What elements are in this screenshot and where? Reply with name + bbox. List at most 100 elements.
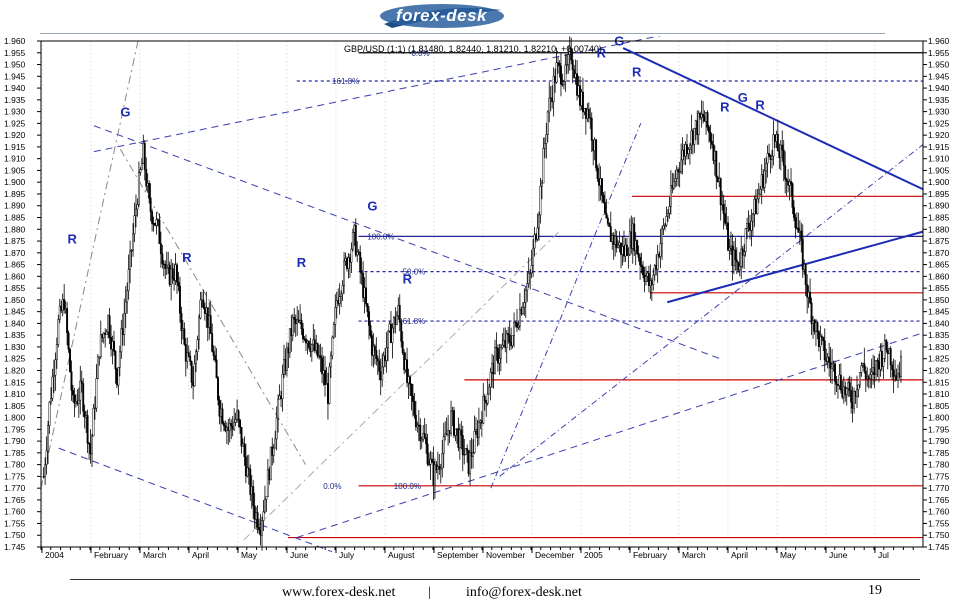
candle-body [382, 355, 385, 368]
candle-body [880, 350, 883, 367]
footer-email-link[interactable]: info@forex-desk.net [466, 585, 582, 600]
candle-body [139, 169, 142, 173]
candle-body [394, 317, 397, 325]
y-tick-label-right: 1.950 [928, 60, 950, 70]
x-tick-label: September [437, 550, 479, 560]
candle-body [732, 249, 735, 266]
candle-body [277, 398, 280, 419]
y-tick-label-left: 1.860 [4, 271, 26, 281]
x-tick-label: March [682, 550, 706, 560]
candle-body [643, 274, 646, 282]
candle-body [536, 227, 539, 240]
y-tick-label-right: 1.750 [928, 530, 950, 540]
candle-body [143, 142, 146, 170]
candle-body [74, 401, 77, 404]
candle-body [668, 206, 671, 214]
candle-body [599, 178, 602, 186]
candle-body [721, 204, 724, 206]
pattern-label: G [120, 104, 130, 119]
candle-body [152, 223, 155, 225]
candle-body [133, 215, 136, 235]
candle-body [532, 247, 535, 266]
candle-body [335, 300, 338, 308]
y-tick-label-left: 1.800 [4, 413, 26, 423]
candle-body [518, 308, 521, 327]
candle-body [513, 322, 516, 336]
candle-body [203, 307, 206, 314]
candle-body [63, 299, 66, 311]
y-tick-label-right: 1.880 [928, 224, 950, 234]
candle-body [861, 363, 864, 367]
x-tick-label: August [388, 550, 415, 560]
candle-body [450, 410, 452, 434]
candle-body [206, 307, 209, 328]
candle-body [514, 322, 517, 324]
candle-body [797, 227, 800, 233]
candle-body [237, 410, 240, 421]
candle-body [517, 325, 520, 328]
candle-body [73, 394, 76, 404]
y-tick-label-right: 1.805 [928, 401, 950, 411]
x-tick-label: 2005 [584, 550, 603, 560]
candle-body [348, 257, 351, 263]
candle-body [595, 139, 598, 169]
y-tick-label-left: 1.865 [4, 260, 26, 270]
candle-body [645, 276, 647, 282]
candle-body [338, 296, 341, 304]
candle-body [841, 389, 844, 398]
y-tick-label-left: 1.775 [4, 471, 26, 481]
candle-body [847, 382, 850, 389]
candle-body [669, 185, 672, 207]
candle-body [854, 391, 857, 397]
candle-body [406, 359, 409, 384]
candle-body [571, 59, 574, 71]
x-axis: 2004 February March April May June July August S… [40, 547, 914, 560]
candle-body [760, 174, 763, 190]
candle-body [510, 342, 513, 347]
y-tick-label-right: 1.960 [928, 36, 950, 46]
candle-body [357, 251, 360, 253]
candle-body [407, 376, 410, 384]
footer-website-link[interactable]: www.forex-desk.net [282, 585, 396, 600]
fib-label: 161.8% [332, 77, 359, 86]
candle-body [684, 144, 687, 157]
candle-body [699, 113, 702, 118]
candle-body [305, 338, 307, 344]
candle-body [332, 323, 335, 338]
footer: www.forex-desk.net | info@forex-desk.net… [0, 583, 960, 602]
y-tick-label-right: 1.920 [928, 130, 950, 140]
candle-body [683, 149, 686, 157]
candle-body [391, 327, 394, 343]
candle-body [608, 223, 611, 227]
candle-body [77, 399, 80, 405]
candle-body [795, 227, 798, 229]
candle-body [110, 337, 113, 350]
candle-body [870, 371, 873, 375]
candle-body [313, 339, 316, 351]
candle-body [324, 370, 326, 385]
candle-body [680, 159, 683, 172]
candle-body [192, 382, 195, 387]
candle-body [823, 340, 826, 361]
candle-body [114, 351, 117, 370]
y-tick-label-right: 1.775 [928, 471, 950, 481]
candle-body [98, 356, 101, 358]
candle-body [249, 469, 252, 495]
candle-body [457, 428, 460, 449]
candle-body [214, 355, 217, 361]
candle-body [400, 322, 403, 342]
candle-body [763, 170, 766, 188]
y-tick-label-right: 1.850 [928, 295, 950, 305]
candle-body [719, 178, 722, 205]
candle-body [672, 181, 675, 189]
candle-body [180, 312, 183, 331]
candle-body [885, 340, 888, 351]
trend-lines [40, 36, 924, 553]
candle-body [422, 433, 425, 440]
candle-body [129, 250, 132, 270]
candle-body [542, 148, 545, 184]
candle-body [879, 350, 882, 370]
candle-body [647, 272, 650, 286]
trend-line [296, 332, 924, 539]
